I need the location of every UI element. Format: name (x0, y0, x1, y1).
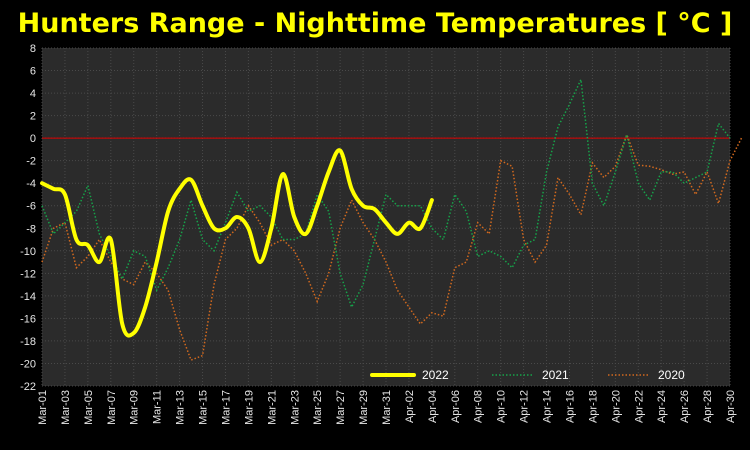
chart-title: Hunters Range - Nighttime Temperatures [… (17, 8, 733, 39)
x-tick-label: Mar-15 (198, 390, 210, 425)
x-tick-label: Mar-09 (129, 390, 141, 425)
x-tick-label: Apr-06 (450, 390, 462, 423)
x-tick-label: Apr-04 (427, 390, 439, 423)
x-tick-label: Apr-20 (610, 390, 622, 423)
series-layer (40, 76, 743, 362)
gridlines (41, 47, 731, 387)
x-tick-label: Apr-18 (587, 390, 599, 423)
x-tick-label: Mar-01 (37, 390, 49, 425)
x-tick-label: Apr-16 (564, 390, 576, 423)
y-tick-label: -6 (26, 201, 36, 213)
x-tick-label: Mar-21 (266, 390, 278, 425)
x-tick-label: Apr-24 (656, 390, 668, 423)
x-tick-label: Apr-30 (725, 390, 737, 423)
x-tick-label: Mar-29 (358, 390, 370, 425)
x-tick-label: Apr-14 (542, 390, 554, 423)
x-tick-label: Mar-31 (381, 390, 393, 425)
x-tick-label: Apr-12 (519, 390, 531, 423)
y-tick-label: 2 (30, 111, 36, 123)
x-tick-label: Mar-11 (152, 390, 164, 424)
y-tick-label: -22 (20, 381, 36, 393)
x-tick-label: Mar-03 (60, 390, 72, 425)
legend-label-2021: 2021 (542, 368, 569, 382)
y-tick-label: -18 (20, 336, 36, 348)
y-tick-label: -10 (20, 246, 36, 258)
x-tick-label: Apr-22 (633, 390, 645, 423)
x-tick-label: Mar-05 (83, 390, 95, 425)
x-tick-label: Apr-26 (679, 390, 691, 423)
y-tick-label: -12 (20, 268, 36, 280)
x-tick-label: Apr-08 (473, 390, 485, 423)
x-tick-label: Mar-19 (243, 390, 255, 425)
y-tick-label: -2 (26, 156, 36, 168)
y-tick-label: -4 (26, 178, 36, 190)
y-tick-label: 6 (30, 66, 36, 78)
x-tick-label: Mar-23 (289, 390, 301, 425)
y-tick-label: 0 (30, 133, 36, 145)
y-tick-label: 4 (30, 88, 36, 100)
legend: 2022 2021 2020 (370, 368, 685, 382)
y-axis: 8 6 4 2 0 -2 -4 -6 -8 -10 -12 -14 -16 -18 -20 -22 (20, 43, 36, 393)
x-tick-label: Apr-02 (404, 390, 416, 423)
x-tick-label: Mar-17 (220, 390, 232, 425)
legend-label-2022: 2022 (422, 368, 449, 382)
x-axis: Mar-01 Mar-03 Mar-05 Mar-07 Mar-09 Mar-11 Mar-… (37, 390, 737, 425)
y-tick-label: -8 (26, 223, 36, 235)
x-tick-label: Apr-10 (496, 390, 508, 423)
x-tick-label: Apr-28 (702, 390, 714, 423)
x-tick-label: Mar-07 (106, 390, 118, 425)
series-line-2022 (40, 148, 434, 338)
series-line-2021 (41, 76, 731, 310)
y-tick-label: -20 (20, 358, 36, 370)
x-tick-label: Mar-27 (335, 390, 347, 425)
y-tick-label: -14 (20, 291, 36, 303)
x-tick-label: Mar-13 (175, 390, 187, 425)
legend-label-2020: 2020 (658, 368, 685, 382)
y-tick-label: -16 (20, 313, 36, 325)
y-tick-label: 8 (30, 43, 36, 55)
x-tick-label: Mar-25 (312, 390, 324, 425)
